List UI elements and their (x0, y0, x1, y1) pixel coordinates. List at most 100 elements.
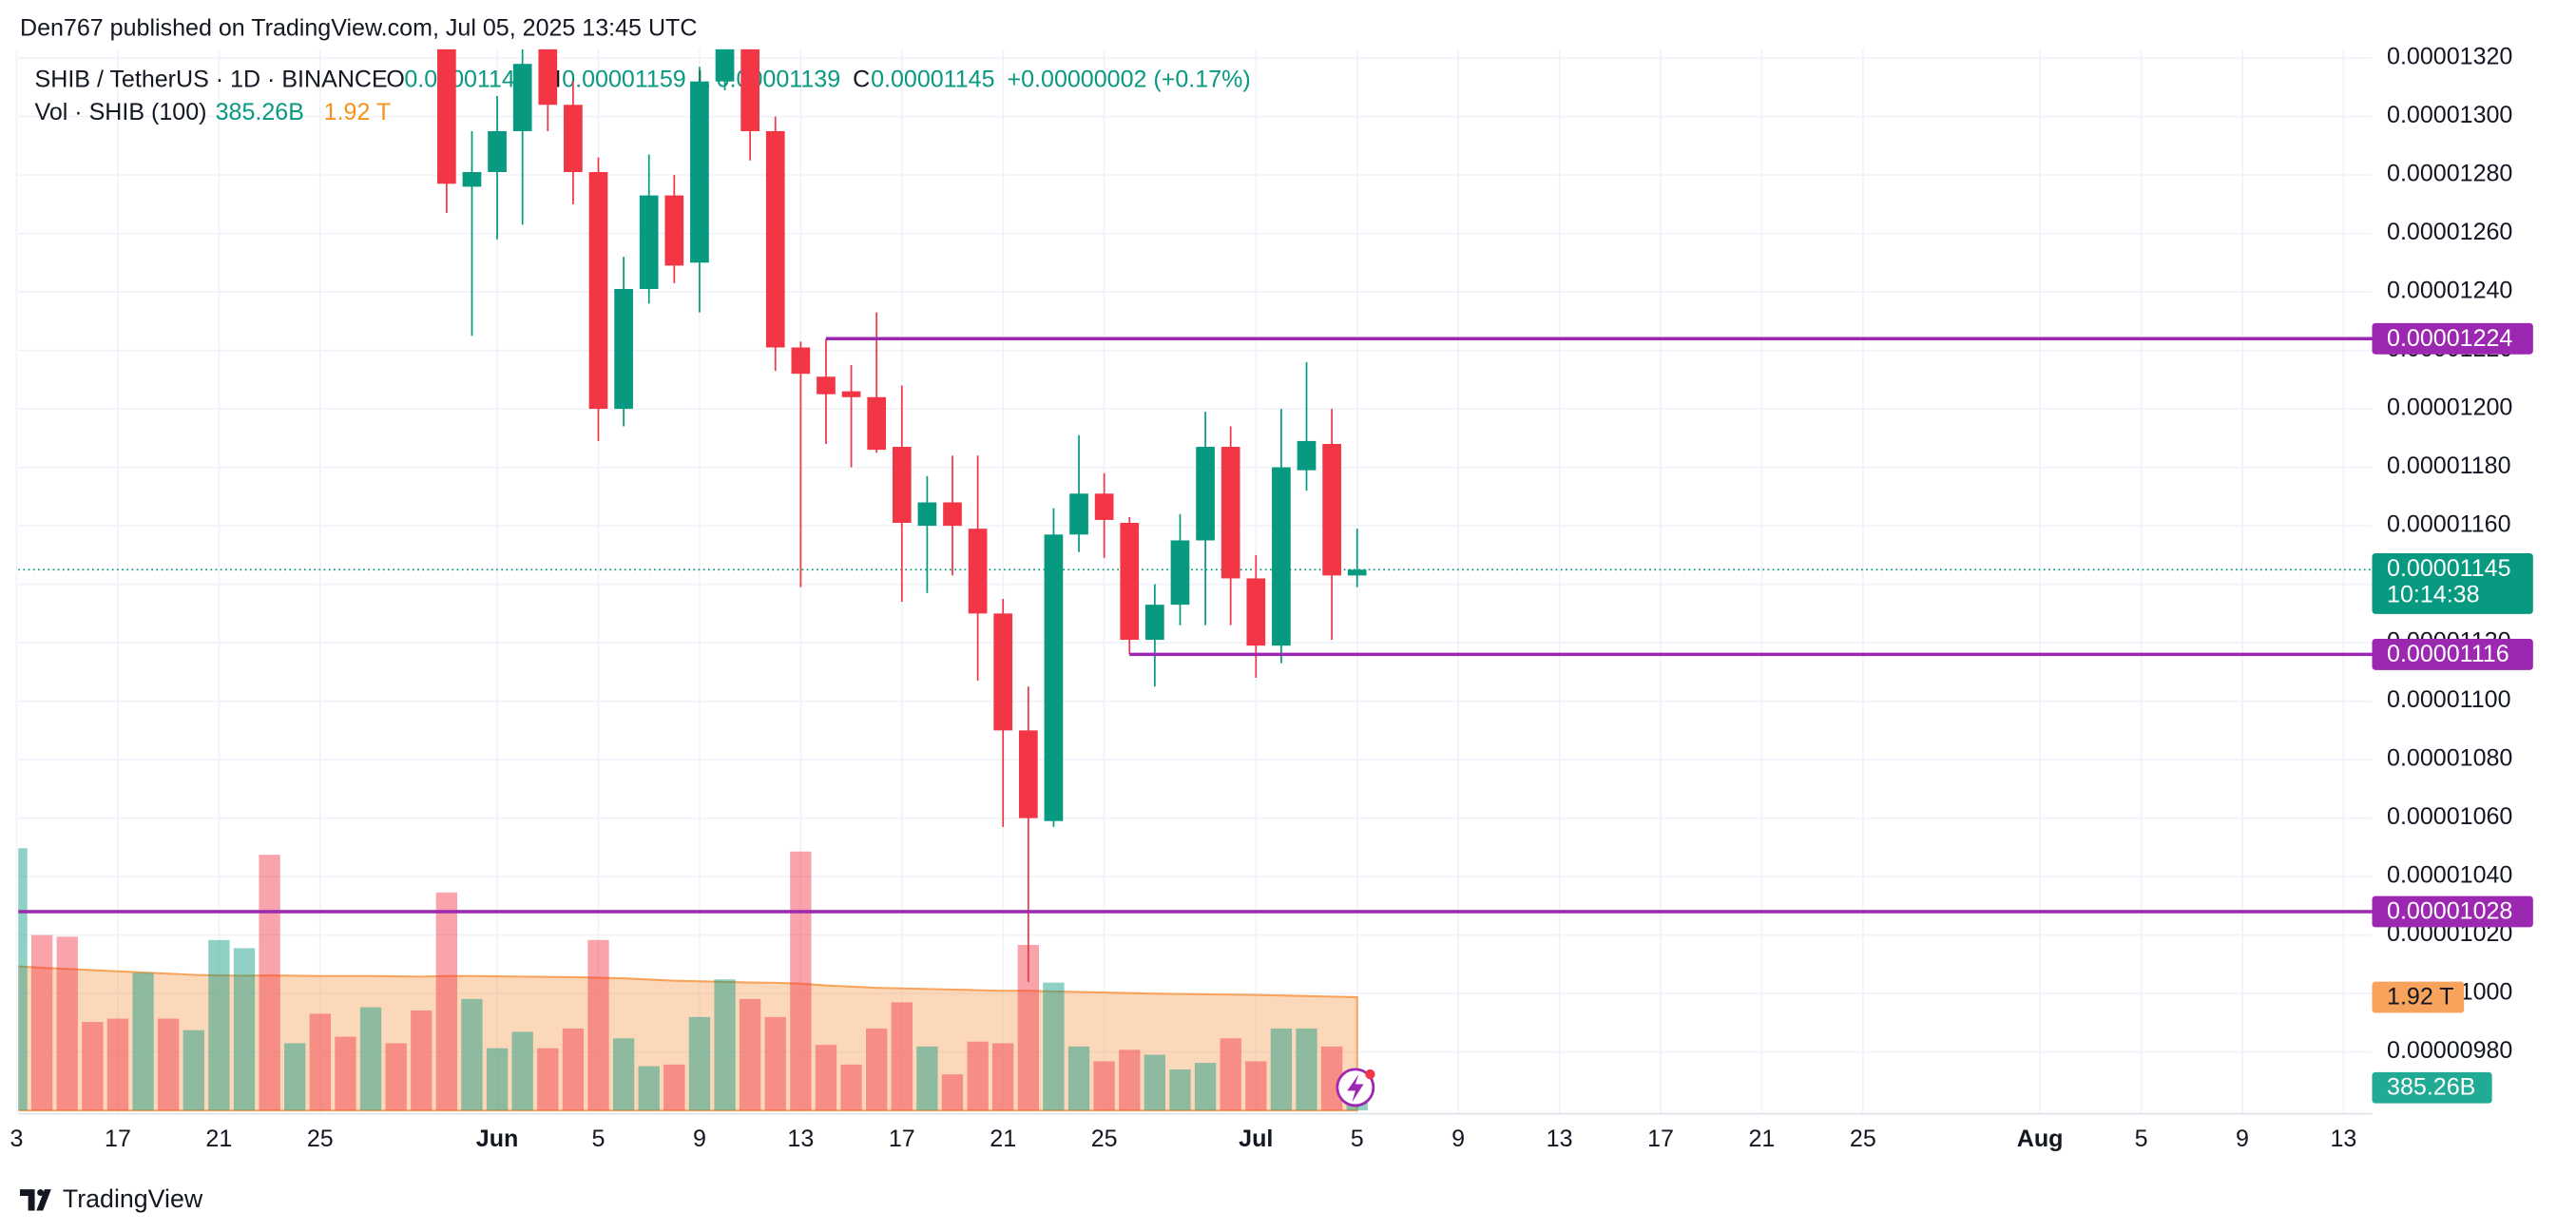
candle-body (1246, 578, 1266, 646)
legend-close: 0.00001145 (871, 66, 994, 92)
legend-open: 0.00001143 (404, 66, 528, 92)
volume-bar (1169, 1069, 1191, 1111)
volume-ma-tag (2372, 981, 2465, 1013)
x-tick-label: 9 (693, 1126, 706, 1152)
volume-legend-value: 385.26B (216, 99, 304, 125)
x-tick-label: 21 (990, 1126, 1016, 1152)
volume-bar (183, 1030, 204, 1111)
volume-bar (1043, 982, 1065, 1111)
volume-bar (1067, 1046, 1090, 1111)
volume-bar (461, 998, 483, 1111)
y-tick-label: 0.00001160 (2387, 511, 2510, 538)
volume-bar (815, 1045, 837, 1111)
x-tick-label: Aug (2017, 1126, 2064, 1152)
level-tag-label: 0.00001028 (2387, 898, 2512, 925)
candle-body (1347, 569, 1367, 576)
y-tick-label: 0.00001100 (2387, 686, 2510, 713)
volume-bar (866, 1028, 888, 1111)
volume-bar (612, 1038, 635, 1111)
volume-bar (739, 998, 761, 1111)
volume-bar (157, 1018, 180, 1111)
level-tag-label: 0.00001116 (2387, 641, 2509, 667)
volume-bar (1270, 1028, 1293, 1111)
y-tick-label: 0.00001200 (2387, 395, 2512, 421)
y-tick-label: 0.00001040 (2387, 862, 2512, 889)
x-tick-label: 5 (1351, 1126, 1364, 1152)
y-tick-label: 0.00001180 (2387, 452, 2510, 479)
volume-bar (208, 939, 230, 1111)
candle-body (1196, 447, 1215, 541)
volume-bar (511, 1031, 533, 1111)
candle-body (791, 347, 811, 375)
candle-body (817, 376, 836, 395)
candle-body (690, 81, 709, 263)
volume-tag-label: 385.26B (2387, 1074, 2475, 1101)
volume-bar (1119, 1049, 1141, 1111)
x-tick-label: 13 (2330, 1126, 2356, 1152)
x-tick-label: 5 (2135, 1126, 2148, 1152)
volume-bar (18, 848, 28, 1111)
candle-body (1170, 540, 1190, 606)
candle-body (538, 48, 558, 106)
y-tick-label: 0.00000980 (2387, 1037, 2512, 1064)
axes: 0.000009800.000010000.000010200.00001040… (10, 44, 2533, 1152)
volume-bar (1296, 1028, 1317, 1111)
candle-body (1044, 534, 1064, 821)
volume-bar (1017, 944, 1040, 1111)
volume-bar (1144, 1054, 1166, 1111)
volume-bar (233, 948, 256, 1111)
volume-bar (992, 1043, 1014, 1111)
candle-body (488, 130, 507, 172)
candle-body (917, 502, 937, 527)
x-tick-label: 5 (592, 1126, 606, 1152)
candle-body (639, 195, 659, 290)
last-price-tag (2372, 552, 2533, 614)
volume-bar (587, 939, 609, 1111)
volume-bar (82, 1022, 104, 1111)
volume-ma-tag-label: 1.92 T (2387, 984, 2454, 1011)
candle-body (1322, 443, 1341, 576)
candle-body (512, 64, 532, 131)
legend-low: 0.00001139 (717, 66, 840, 92)
volume-bar (638, 1066, 660, 1111)
x-tick-label: 21 (205, 1126, 232, 1152)
volume-bar (132, 972, 154, 1111)
volume-bar (259, 855, 280, 1111)
logo (19, 1189, 51, 1211)
volume-bar (486, 1048, 509, 1111)
volume-bar (840, 1064, 862, 1111)
x-tick-label: 3 (10, 1126, 24, 1152)
volume-legend: Vol · SHIB (100) (35, 99, 207, 125)
volume-ma-area (18, 965, 1358, 1112)
candle-body (588, 171, 608, 410)
candle-body (437, 48, 456, 184)
legend-o: O (386, 66, 404, 92)
candle-body (993, 613, 1013, 731)
candle-body (664, 195, 684, 266)
candle-body (1069, 493, 1088, 535)
y-tick-label: 0.00001060 (2387, 803, 2512, 830)
x-tick-label: 17 (105, 1126, 131, 1152)
y-tick-label: 0.00001260 (2387, 219, 2512, 245)
candle-body (943, 502, 962, 527)
level-tag-label: 0.00001224 (2387, 325, 2512, 352)
candle-body (740, 48, 759, 131)
volume-bar (56, 936, 78, 1111)
x-tick-label: 25 (307, 1126, 334, 1152)
level-tag (2372, 895, 2533, 928)
candle-body (564, 105, 583, 172)
volume-bar (1320, 1046, 1343, 1111)
candle-body (1145, 605, 1164, 641)
y-tick-label: 0.00001080 (2387, 745, 2512, 772)
plot-pane (18, 48, 2373, 1112)
candle-body (841, 391, 861, 397)
volume-bar (335, 1036, 356, 1111)
volume-bar (385, 1043, 407, 1111)
volume-bar (663, 1064, 685, 1111)
replay-icon[interactable] (1336, 1068, 1375, 1107)
symbol: SHIB / TetherUS · 1D · BINANCE (35, 66, 388, 92)
volume-bar (688, 1016, 711, 1111)
volume-bar (537, 1048, 559, 1111)
